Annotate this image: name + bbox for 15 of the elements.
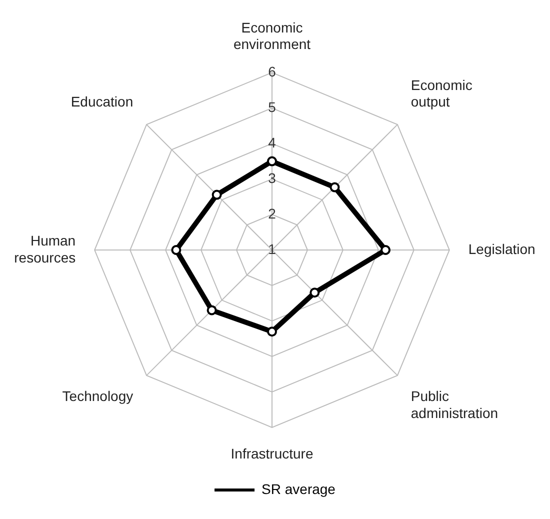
y-tick-label: 3 xyxy=(268,170,276,186)
legend-label: SR average xyxy=(262,480,336,497)
spoke-label: Economic environment xyxy=(233,19,311,52)
spoke-label: Human resources xyxy=(14,232,76,266)
spoke-label: Technology xyxy=(62,388,134,404)
spoke-label: Public administration xyxy=(410,388,498,421)
y-tick-label: 4 xyxy=(268,134,276,150)
y-tick-label: 5 xyxy=(268,98,276,115)
y-tick-label: 6 xyxy=(268,63,276,80)
spoke-label: Economic output xyxy=(410,76,472,110)
spoke-label: Infrastructure xyxy=(230,446,314,462)
y-tick-label: 1 xyxy=(268,240,276,257)
spoke-label: Education xyxy=(70,94,134,110)
y-tick-label: 2 xyxy=(268,205,276,222)
spoke-label: Legislation xyxy=(468,240,536,257)
